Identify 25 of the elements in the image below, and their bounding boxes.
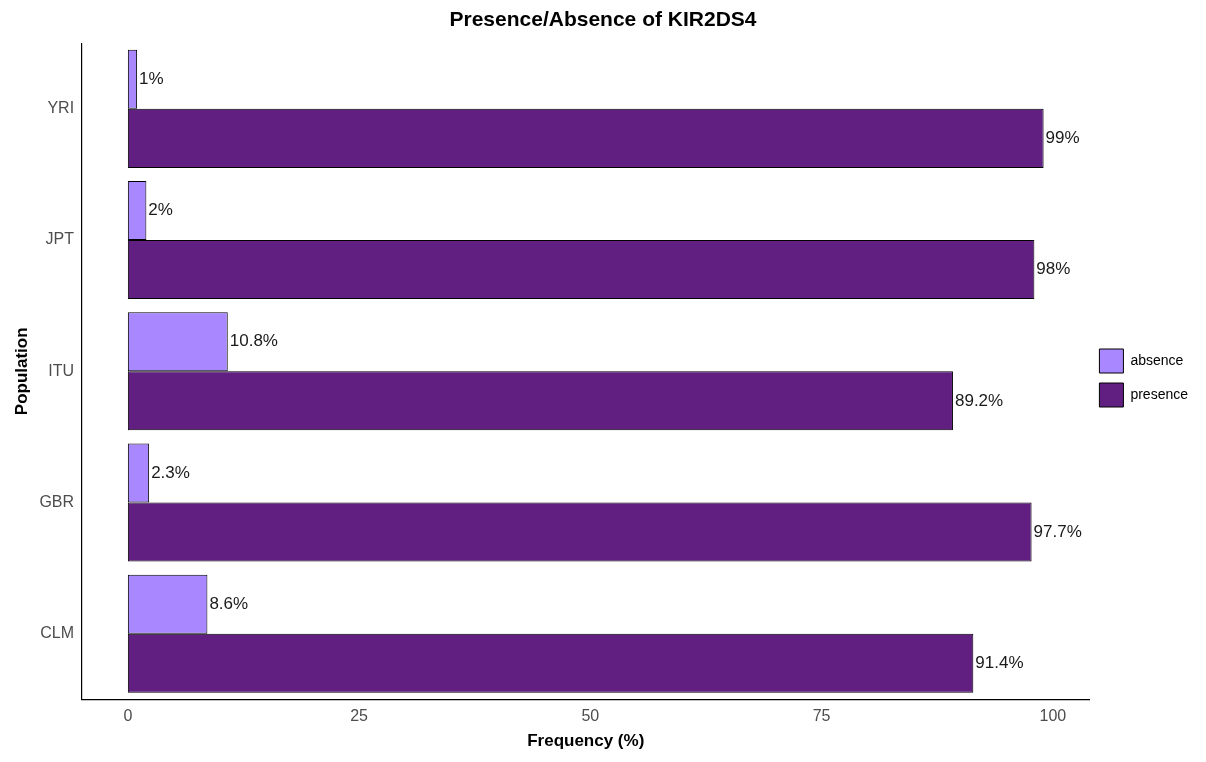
chart-title: Presence/Absence of KIR2DS4 bbox=[449, 7, 757, 31]
x-tick-label: 50 bbox=[581, 707, 600, 725]
x-tick-label: 25 bbox=[350, 707, 369, 725]
data-label: 1% bbox=[139, 68, 164, 88]
legend-label: absence bbox=[1130, 351, 1184, 368]
x-axis-title: Frequency (%) bbox=[527, 731, 645, 751]
x-tick-label: 75 bbox=[812, 707, 831, 725]
data-label: 2% bbox=[148, 200, 173, 220]
data-label: 2.3% bbox=[151, 462, 190, 482]
x-tick-label: 100 bbox=[1039, 707, 1067, 725]
y-axis-title: Population bbox=[11, 327, 31, 416]
data-label: 8.6% bbox=[209, 593, 249, 613]
x-tick-label: 0 bbox=[123, 707, 133, 725]
y-tick-label: CLM bbox=[40, 624, 75, 642]
data-label: 97.7% bbox=[1033, 521, 1082, 541]
data-label: 98% bbox=[1036, 259, 1071, 279]
data-label: 10.8% bbox=[229, 331, 278, 351]
data-label: 99% bbox=[1045, 128, 1080, 148]
legend-label: presence bbox=[1130, 385, 1189, 402]
data-label: 91.4% bbox=[975, 653, 1024, 672]
y-tick-label: ITU bbox=[48, 361, 75, 379]
y-tick-label: YRI bbox=[47, 99, 75, 117]
y-tick-label: GBR bbox=[39, 492, 75, 510]
y-tick-label: JPT bbox=[45, 230, 75, 248]
data-label: 89.2% bbox=[954, 390, 1004, 410]
